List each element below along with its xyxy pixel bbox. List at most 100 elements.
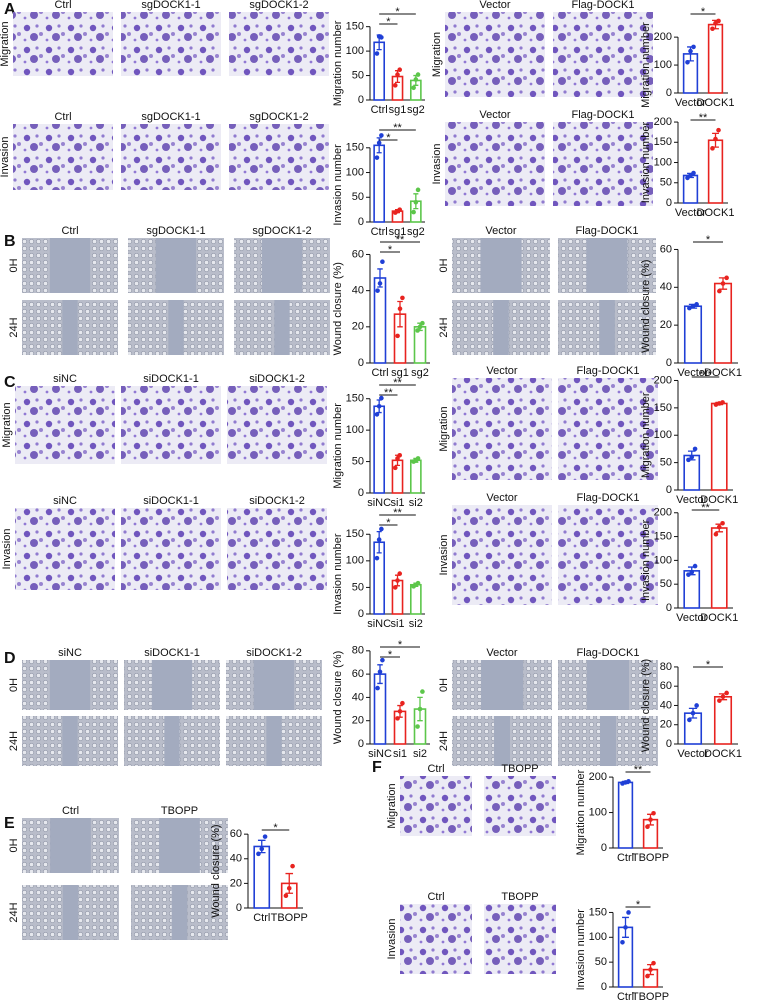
column-label: TBOPP: [501, 763, 538, 775]
y-axis-label: Invasion number: [575, 909, 587, 991]
data-point: [379, 395, 384, 401]
data-point: [374, 412, 380, 417]
y-tick-label: 100: [346, 424, 364, 436]
column-label: siDOCK1-1: [144, 647, 200, 659]
x-tick-label: siNC: [367, 497, 391, 509]
column-label: sgDOCK1-1: [141, 111, 200, 123]
row-label: Migration: [431, 32, 443, 77]
data-point: [651, 960, 656, 966]
y-tick-label: 0: [236, 902, 242, 914]
y-tick-label: 60: [660, 680, 672, 692]
x-tick-label: si1: [390, 618, 404, 630]
y-tick-label: 0: [666, 87, 672, 99]
bar: [373, 673, 387, 745]
y-tick-label: 0: [666, 602, 672, 614]
y-tick-label: 50: [352, 69, 364, 81]
data-point: [290, 863, 295, 869]
y-tick-label: 20: [660, 319, 672, 331]
significance-label: **: [393, 507, 402, 519]
data-point: [690, 303, 696, 309]
x-tick-label: siNC: [368, 748, 392, 760]
significance-label: **: [701, 502, 710, 514]
y-tick-label: 150: [346, 21, 364, 33]
data-point: [377, 281, 383, 286]
data-point: [645, 824, 650, 830]
y-tick-label: 80: [660, 661, 672, 673]
y-tick-label: 50: [595, 956, 607, 968]
micrograph: [121, 386, 221, 464]
x-tick-label: sg2: [411, 367, 429, 379]
wound-gap: [599, 300, 615, 355]
wound-gap: [62, 885, 79, 940]
data-point: [395, 716, 400, 721]
data-point: [720, 281, 726, 286]
x-tick-label: TBOPP: [271, 912, 308, 924]
data-point: [415, 456, 421, 461]
column-label: siNC: [58, 647, 82, 659]
y-tick-label: 100: [589, 806, 607, 818]
bar: [710, 527, 728, 609]
significance-label: *: [273, 822, 278, 834]
x-tick-label: sg2: [407, 226, 425, 238]
data-point: [397, 709, 403, 714]
bar: [373, 405, 386, 494]
data-point: [380, 259, 385, 265]
micrograph: [553, 122, 653, 206]
data-point: [415, 72, 421, 77]
y-tick-label: 100: [589, 931, 607, 943]
row-label: 0H: [8, 838, 20, 852]
y-tick-label: 50: [352, 455, 364, 467]
row-label: Migration: [386, 783, 398, 828]
data-point: [685, 59, 690, 65]
data-point: [716, 18, 721, 24]
wound-gap: [62, 716, 78, 766]
column-label: TBOPP: [161, 805, 198, 817]
data-point: [397, 571, 403, 576]
y-tick-label: 100: [654, 59, 672, 71]
y-tick-label: 60: [352, 248, 364, 260]
row-label: 24H: [8, 317, 20, 337]
y-tick-label: 200: [654, 507, 672, 519]
error-bar: [397, 300, 403, 328]
data-point: [689, 569, 695, 575]
x-tick-label: DOCK1: [697, 97, 735, 109]
data-point: [417, 324, 423, 330]
micrograph: [121, 508, 221, 590]
row-label: 0H: [438, 258, 450, 272]
y-axis-label: Invasion number: [640, 122, 652, 204]
data-point: [283, 893, 289, 898]
y-tick-label: 0: [358, 357, 364, 369]
x-tick-label: Vector: [676, 494, 708, 506]
data-point: [688, 48, 693, 54]
column-label: siDOCK1-2: [246, 647, 302, 659]
x-tick-label: si1: [393, 748, 407, 760]
x-tick-label: Ctrl: [253, 912, 270, 924]
y-tick-label: 0: [666, 738, 672, 750]
wound-gap: [155, 238, 197, 293]
data-point: [395, 578, 400, 583]
y-axis-label: Migration number: [332, 403, 344, 489]
micrograph: [558, 505, 658, 605]
data-point: [397, 207, 403, 212]
wound-gap: [62, 300, 78, 355]
data-point: [717, 288, 722, 294]
micrograph: [227, 508, 327, 590]
y-tick-label: 50: [352, 191, 364, 203]
x-tick-label: DOCK1: [700, 612, 738, 624]
significance-label: **: [393, 377, 402, 389]
bar: [713, 695, 733, 745]
data-point: [380, 657, 385, 663]
data-point: [411, 209, 416, 215]
data-point: [375, 288, 380, 293]
data-point: [686, 457, 691, 463]
x-tick-label: Ctrl: [371, 226, 388, 238]
column-label: Vector: [479, 0, 511, 11]
data-point: [397, 452, 403, 458]
y-tick-label: 200: [589, 771, 607, 783]
y-tick-label: 100: [654, 429, 672, 441]
bar: [683, 570, 701, 609]
column-label: siNC: [53, 373, 77, 385]
row-label: 0H: [438, 678, 450, 692]
panel-letter: F: [372, 759, 382, 776]
